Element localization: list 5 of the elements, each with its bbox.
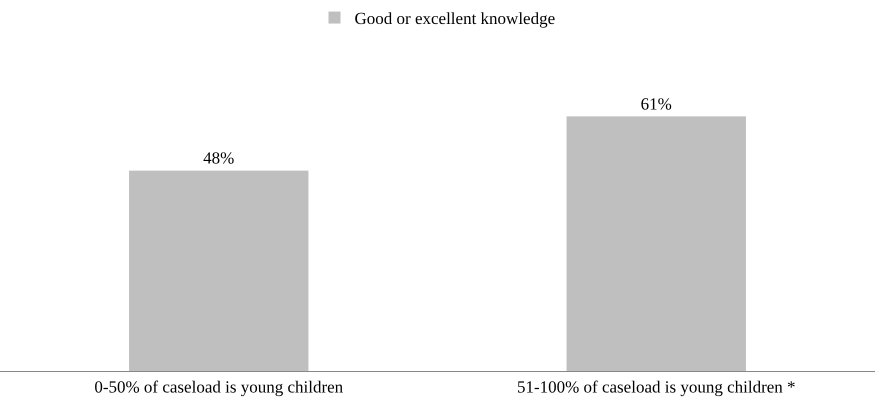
legend-label: Good or excellent knowledge bbox=[354, 9, 556, 28]
x-tick-label: 0-50% of caseload is young children bbox=[94, 377, 344, 396]
data-label: 48% bbox=[203, 148, 234, 168]
data-label: 61% bbox=[640, 94, 672, 114]
x-tick-label: 51-100% of caseload is young children * bbox=[516, 377, 796, 396]
